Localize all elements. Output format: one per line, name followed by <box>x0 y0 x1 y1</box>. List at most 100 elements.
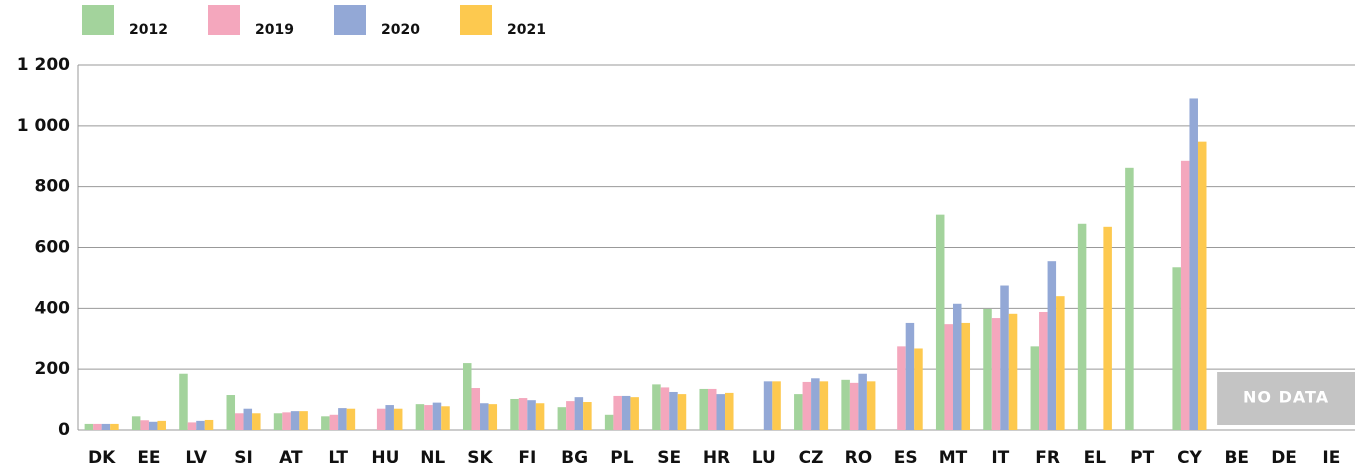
bar <box>725 392 734 430</box>
bar <box>252 413 261 430</box>
bar <box>961 322 971 430</box>
bar <box>660 387 670 430</box>
bar <box>157 420 166 430</box>
bar <box>1197 141 1207 430</box>
bar <box>273 413 283 430</box>
bar <box>811 378 820 430</box>
bar <box>393 408 403 430</box>
x-tick-label: FR <box>1035 448 1060 468</box>
bar <box>148 421 158 430</box>
bar <box>944 324 953 430</box>
annotation: NO DATA <box>1243 388 1329 407</box>
bar <box>179 373 188 430</box>
x-tick-label: BG <box>561 448 588 468</box>
bar <box>101 423 111 430</box>
x-tick-label: SI <box>234 448 253 468</box>
bar <box>866 381 876 430</box>
bar <box>557 407 567 430</box>
bar <box>1030 346 1040 430</box>
bar <box>1056 296 1065 430</box>
bar <box>1125 167 1134 430</box>
bar <box>510 398 519 430</box>
y-tick-label: 200 <box>35 359 71 379</box>
bar <box>290 411 300 430</box>
bar <box>1077 223 1087 430</box>
bar <box>226 395 236 430</box>
legend-swatch <box>460 5 492 35</box>
bar <box>235 413 244 430</box>
y-tick-label: 1 000 <box>17 116 70 136</box>
x-tick-label: PL <box>610 448 633 468</box>
legend-label: 2019 <box>255 22 294 38</box>
bar <box>432 402 442 430</box>
x-tick-label: CY <box>1177 448 1202 468</box>
bar <box>669 391 678 430</box>
legend-label: 2021 <box>507 22 546 38</box>
x-tick-label: RO <box>845 448 873 468</box>
bar <box>677 394 687 430</box>
bar <box>243 408 253 430</box>
bar <box>763 381 773 430</box>
bar <box>338 408 347 430</box>
x-tick-label: NL <box>420 448 445 468</box>
y-tick-label: 0 <box>58 420 70 440</box>
bar <box>1000 285 1009 430</box>
x-tick-label: LV <box>185 448 207 468</box>
bar <box>415 404 425 430</box>
bar <box>1047 261 1057 430</box>
bar <box>527 400 536 430</box>
bar <box>794 394 803 430</box>
bar <box>1180 160 1190 430</box>
x-tick-label: LU <box>752 448 776 468</box>
bar <box>707 388 717 430</box>
y-tick-label: 800 <box>35 177 71 197</box>
bar <box>574 397 584 430</box>
bar <box>187 422 197 430</box>
x-tick-label: FI <box>518 448 536 468</box>
bar <box>652 384 661 430</box>
bar <box>802 381 812 430</box>
x-tick-label: SK <box>467 448 493 468</box>
bar <box>131 416 141 430</box>
bar <box>1008 313 1018 430</box>
bar <box>1103 226 1112 430</box>
x-tick-label: HU <box>371 448 399 468</box>
legend-label: 2020 <box>381 22 420 38</box>
bar <box>935 214 945 430</box>
bar <box>621 395 631 430</box>
bar <box>321 416 330 430</box>
bar <box>84 423 94 430</box>
bar <box>914 348 923 430</box>
x-tick-label: PT <box>1130 448 1154 468</box>
bar <box>329 414 339 430</box>
x-tick-label: DE <box>1271 448 1297 468</box>
legend-swatch <box>334 5 366 35</box>
bar <box>535 403 545 430</box>
bar <box>518 398 528 430</box>
bar <box>604 414 614 430</box>
bar <box>441 406 450 430</box>
bar <box>196 420 205 430</box>
bar <box>897 346 906 430</box>
bar <box>1172 267 1181 430</box>
x-tick-label: BE <box>1224 448 1249 468</box>
bar <box>140 420 149 430</box>
bar <box>613 395 622 430</box>
bar <box>991 318 1001 430</box>
x-tick-label: MT <box>939 448 968 468</box>
bar <box>841 379 850 430</box>
bar <box>630 397 639 430</box>
bar <box>849 382 859 430</box>
y-tick-label: 400 <box>35 298 71 318</box>
bar <box>424 405 433 430</box>
y-tick-label: 600 <box>35 238 71 258</box>
bar <box>93 423 102 430</box>
legend-swatch <box>208 5 240 35</box>
bar <box>858 373 867 430</box>
bar <box>716 394 726 430</box>
bar <box>480 403 489 430</box>
bar <box>819 381 829 430</box>
bar <box>385 405 394 430</box>
legend-label: 2012 <box>129 22 168 38</box>
x-tick-label: EE <box>137 448 160 468</box>
